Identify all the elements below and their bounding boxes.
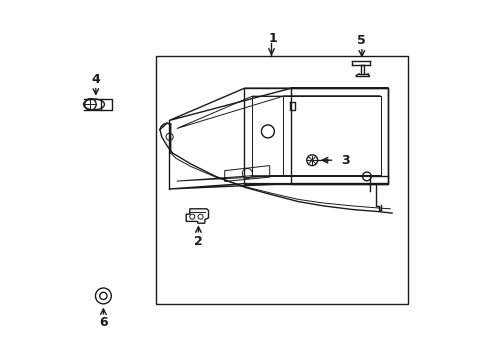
Text: 5: 5 <box>357 34 366 47</box>
Text: 3: 3 <box>340 154 349 167</box>
Text: 2: 2 <box>194 235 203 248</box>
Text: 4: 4 <box>91 73 100 86</box>
Text: 6: 6 <box>99 316 107 329</box>
Text: 1: 1 <box>268 32 277 45</box>
